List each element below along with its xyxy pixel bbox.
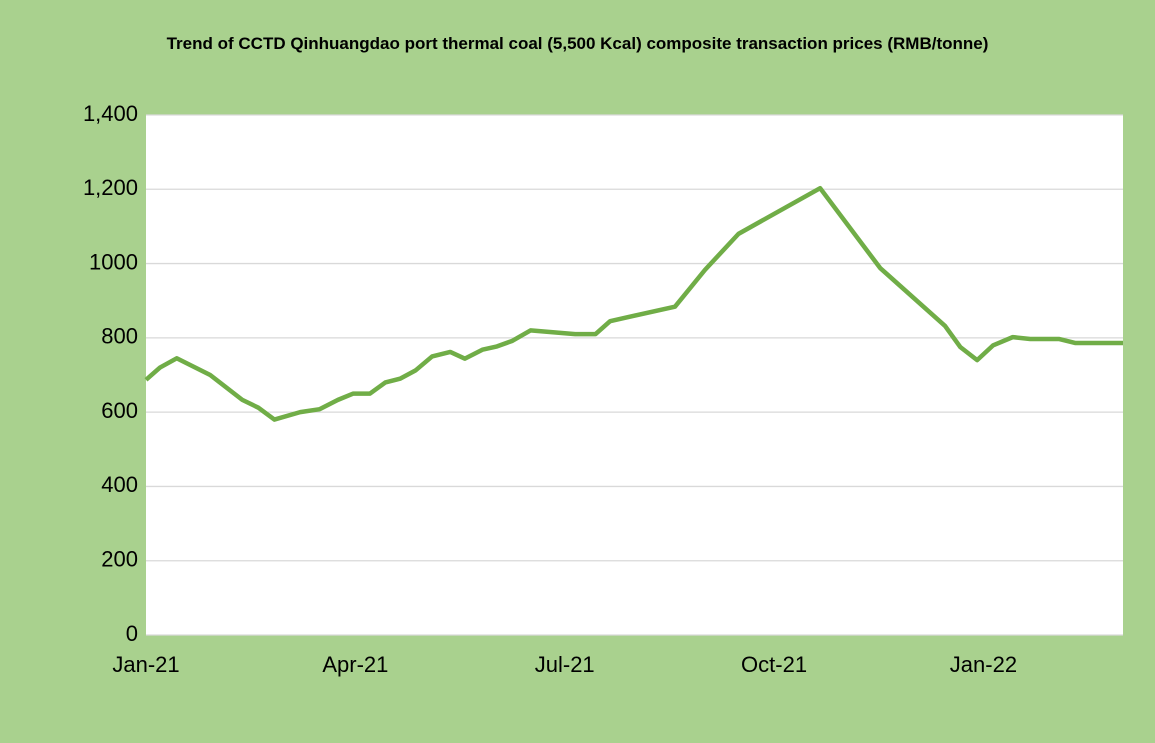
y-tick-label: 600 [101,398,138,423]
chart-title: Trend of CCTD Qinhuangdao port thermal c… [166,34,989,53]
y-tick-label: 0 [126,621,138,646]
y-tick-label: 1,400 [83,101,138,126]
y-tick-label: 800 [101,324,138,349]
x-tick-label: Oct-21 [741,652,807,677]
y-tick-label: 1,200 [83,175,138,200]
x-tick-label: Apr-21 [322,652,388,677]
plot-area [146,115,1123,635]
data-line [144,185,1123,422]
y-tick-label: 1000 [89,249,138,274]
x-tick-label: Jul-21 [535,652,595,677]
x-tick-label: Jan-22 [950,652,1017,677]
y-tick-label: 400 [101,472,138,497]
y-tick-label: 200 [101,547,138,572]
x-tick-label: Jan-21 [112,652,179,677]
